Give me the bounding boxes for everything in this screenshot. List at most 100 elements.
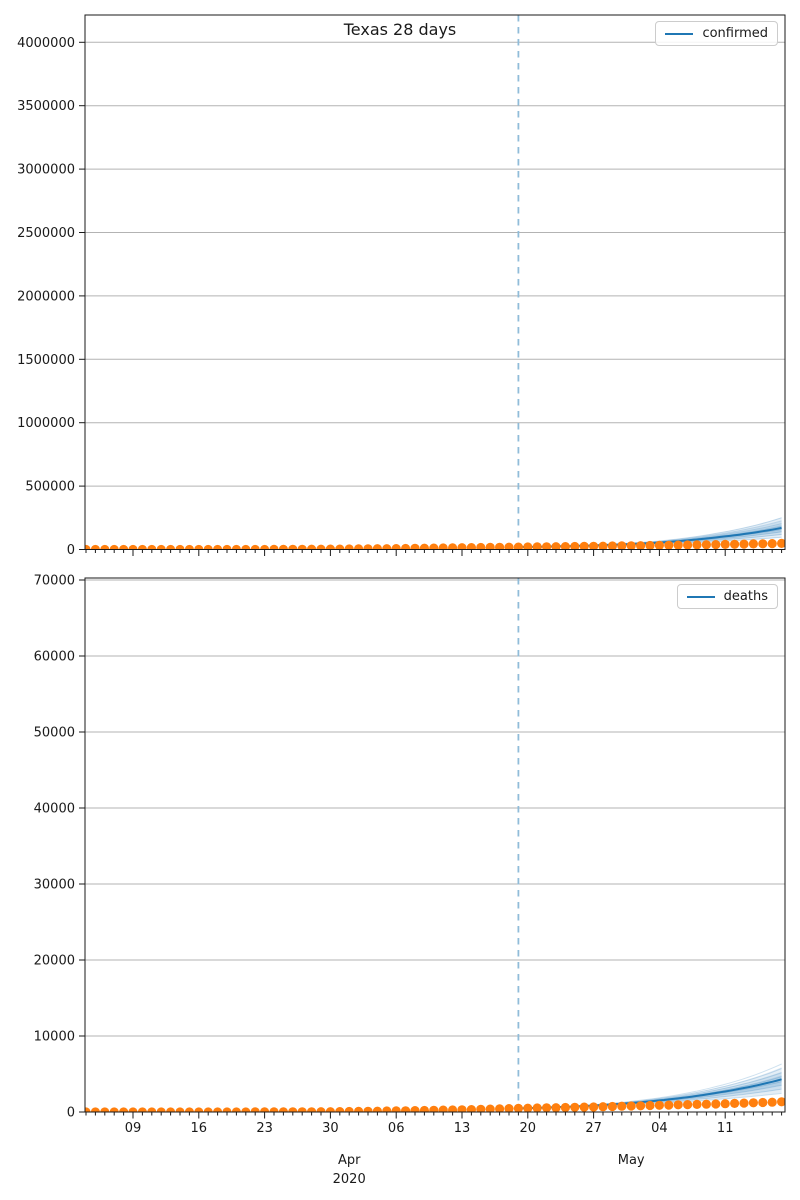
actual-data-point	[560, 1102, 570, 1112]
actual-data-point	[476, 1104, 486, 1112]
legend-label-confirmed: confirmed	[702, 26, 768, 41]
actual-data-point	[297, 544, 307, 550]
actual-data-point	[316, 544, 326, 550]
actual-data-point	[767, 539, 777, 549]
actual-data-point	[119, 544, 129, 550]
actual-data-point	[316, 1107, 326, 1112]
actual-data-point	[128, 544, 138, 550]
actual-data-point	[504, 1104, 514, 1112]
actual-data-point	[758, 1097, 768, 1108]
x-year-label: 2020	[333, 1172, 366, 1187]
actual-data-point	[701, 540, 712, 550]
actual-data-point	[137, 544, 147, 550]
y-tick-label: 40000	[34, 801, 75, 816]
actual-data-point	[692, 540, 702, 550]
y-tick-label: 4000000	[17, 36, 75, 51]
actual-data-point	[203, 544, 213, 550]
actual-data-point	[607, 1101, 618, 1112]
actual-data-point	[250, 544, 260, 550]
actual-data-point	[551, 542, 561, 550]
actual-data-point	[344, 1106, 354, 1112]
x-tick-label: 11	[717, 1121, 734, 1136]
actual-data-point	[739, 1098, 749, 1108]
actual-data-point	[335, 1107, 345, 1112]
actual-data-point	[231, 1107, 241, 1112]
actual-data-point	[372, 1106, 382, 1112]
actual-data-point	[438, 543, 448, 550]
actual-data-point	[485, 542, 495, 550]
actual-data-point	[598, 1102, 608, 1112]
actual-data-point	[739, 539, 749, 549]
actual-data-point	[748, 539, 759, 549]
actual-data-point	[241, 1107, 251, 1112]
actual-data-point	[194, 1107, 204, 1112]
actual-data-point	[410, 1106, 420, 1112]
actual-data-point	[598, 541, 608, 550]
actual-data-point	[673, 1100, 683, 1110]
actual-data-point	[495, 1104, 505, 1112]
actual-data-point	[673, 540, 683, 550]
actual-data-point	[222, 544, 232, 550]
actual-data-point	[664, 540, 674, 550]
actual-data-point	[156, 1107, 166, 1112]
actual-data-point	[701, 1099, 712, 1109]
actual-data-point	[589, 541, 599, 550]
confidence-band	[518, 517, 782, 548]
actual-data-point	[156, 544, 166, 550]
actual-data-point	[542, 1103, 552, 1112]
actual-data-point	[730, 539, 740, 549]
actual-data-point	[748, 1098, 759, 1108]
actual-data-point	[354, 1106, 364, 1112]
actual-data-point	[147, 1107, 157, 1112]
actual-data-point	[495, 542, 505, 550]
actual-data-point	[213, 1107, 223, 1112]
actual-data-point	[429, 543, 439, 550]
actual-data-point	[297, 1107, 307, 1112]
actual-data-point	[260, 1107, 270, 1112]
actual-data-point	[683, 540, 693, 550]
actual-data-point	[579, 1102, 589, 1112]
actual-data-point	[335, 544, 345, 550]
actual-data-point	[570, 1102, 580, 1112]
actual-data-point	[720, 539, 730, 550]
y-tick-label: 3000000	[17, 163, 75, 178]
actual-data-point	[570, 541, 580, 550]
actual-data-point	[626, 541, 636, 550]
actual-data-point	[560, 542, 570, 550]
actual-data-point	[551, 1103, 561, 1112]
actual-data-point	[466, 543, 476, 550]
actual-data-point	[607, 541, 617, 550]
data-layer	[85, 517, 785, 550]
actual-data-point	[184, 544, 194, 550]
actual-data-point	[513, 542, 523, 550]
y-tick-label: 1000000	[17, 416, 75, 431]
actual-data-point	[166, 544, 176, 550]
actual-data-point	[109, 544, 119, 550]
actual-data-point	[222, 1107, 232, 1112]
actual-data-point	[269, 544, 279, 550]
actual-data-point	[504, 542, 514, 550]
actual-data-point	[683, 1100, 693, 1110]
x-tick-label: 06	[388, 1121, 405, 1136]
actual-data-point	[438, 1105, 448, 1112]
y-tick-label: 50000	[34, 725, 75, 740]
y-tick-label: 2500000	[17, 226, 75, 241]
actual-data-point	[184, 1107, 194, 1112]
x-tick-label: 09	[125, 1121, 142, 1136]
actual-data-point	[90, 1107, 100, 1112]
actual-data-point	[636, 541, 646, 550]
actual-data-point	[166, 1107, 176, 1112]
x-tick-label: 13	[454, 1121, 471, 1136]
actual-data-point	[532, 1103, 542, 1112]
actual-data-point	[100, 544, 110, 550]
actual-data-point	[85, 544, 91, 550]
actual-data-point	[260, 544, 270, 550]
actual-data-point	[523, 542, 533, 550]
data-layer	[85, 1063, 785, 1112]
actual-data-point	[513, 1103, 523, 1112]
y-tick-label: 1500000	[17, 353, 75, 368]
actual-data-point	[382, 544, 392, 550]
x-tick-label: 16	[191, 1121, 208, 1136]
